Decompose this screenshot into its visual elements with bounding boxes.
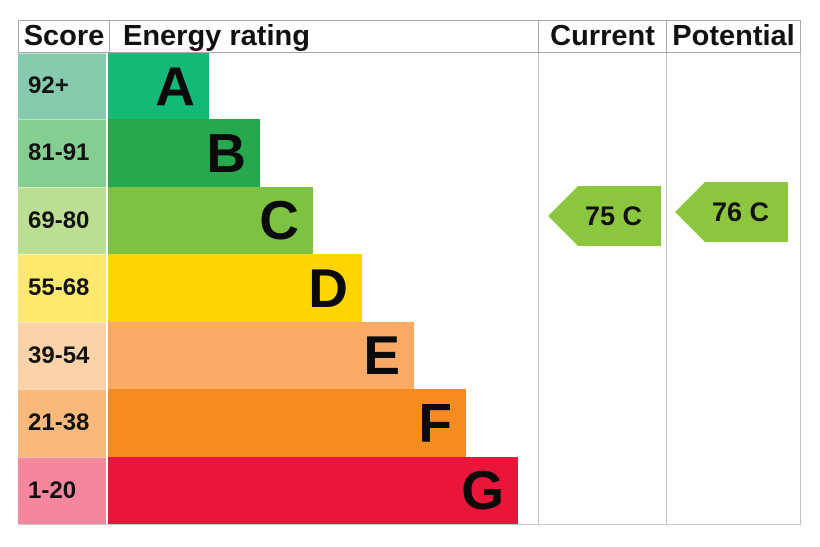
band-letter-c: C [259, 189, 299, 251]
band-row-d: 55-68 D [18, 254, 362, 322]
band-row-b: 81-91 B [18, 119, 260, 187]
band-letter-b: B [206, 121, 246, 184]
score-range-label: 81-91 [28, 139, 90, 166]
current-rating-value: 75 C [584, 200, 643, 231]
score-column-header: Score [19, 20, 109, 52]
energy-rating-column-header: Energy rating [109, 20, 538, 52]
current-column-header: Current [538, 20, 666, 52]
band-row-a: 92+ A [18, 53, 209, 119]
band-letter-a: A [155, 54, 195, 117]
potential-header-label: Potential [672, 20, 795, 52]
band-row-f: 21-38 F [18, 389, 466, 457]
potential-column-header: Potential [666, 20, 800, 52]
band-letter-f: F [418, 391, 452, 454]
score-range-a: 92+ [18, 53, 106, 119]
score-range-label: 69-80 [28, 206, 90, 234]
table-header-row: Score Energy rating Current Potential [18, 20, 801, 53]
score-range-label: 21-38 [28, 409, 90, 436]
band-row-e: 39-54 E [18, 322, 414, 389]
band-bar-f: F [108, 389, 466, 457]
band-letter-e: E [363, 324, 400, 386]
score-range-label: 1-20 [28, 476, 77, 504]
table-bottom-border [18, 524, 801, 525]
current-header-label: Current [550, 20, 655, 52]
table-right-border [800, 53, 801, 524]
band-bar-e: E [108, 322, 414, 389]
potential-rating-value: 76 C [711, 196, 770, 227]
left-arrow-icon [548, 186, 661, 246]
band-letter-g: G [461, 459, 504, 521]
band-letter-d: D [308, 256, 348, 319]
score-range-f: 21-38 [18, 389, 106, 457]
band-bar-a: A [108, 53, 209, 119]
score-range-c: 69-80 [18, 187, 106, 254]
band-bar-d: D [108, 254, 362, 322]
potential-rating-arrow: 76 C [675, 182, 788, 242]
score-range-label: 92+ [28, 72, 69, 99]
score-range-label: 39-54 [28, 341, 90, 369]
score-range-e: 39-54 [18, 322, 106, 389]
score-range-label: 55-68 [28, 274, 90, 301]
band-bar-c: C [108, 187, 313, 254]
current-column-left-divider [538, 53, 539, 524]
potential-column-left-divider [666, 53, 667, 524]
score-range-b: 81-91 [18, 119, 106, 187]
band-row-c: 69-80 C [18, 187, 313, 254]
current-rating-arrow: 75 C [548, 186, 661, 246]
band-bar-g: G [108, 457, 518, 524]
energy-rating-header-label: Energy rating [123, 20, 310, 52]
score-range-g: 1-20 [18, 457, 106, 524]
score-header-label: Score [23, 20, 105, 52]
score-range-d: 55-68 [18, 254, 106, 322]
left-arrow-icon [675, 182, 788, 242]
band-row-g: 1-20 G [18, 457, 518, 524]
band-bar-b: B [108, 119, 260, 187]
